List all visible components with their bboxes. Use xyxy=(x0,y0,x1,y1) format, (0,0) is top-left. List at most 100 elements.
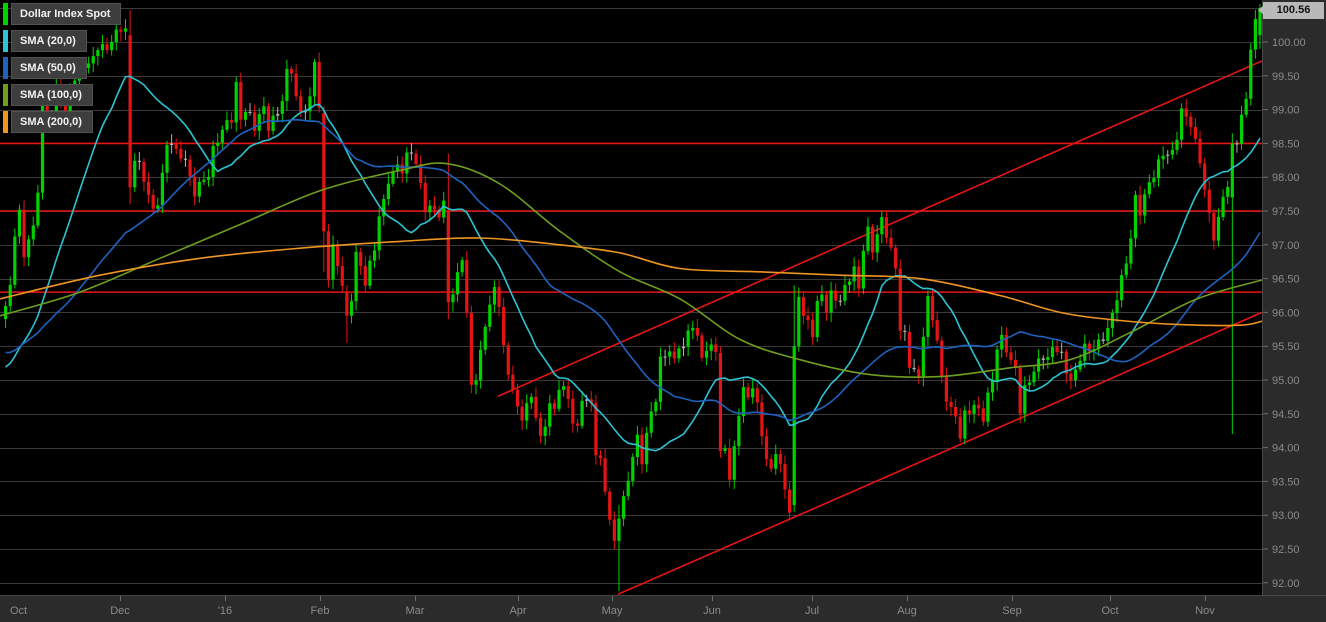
candle-body xyxy=(778,454,782,464)
legend-item-overlay-sma-50[interactable]: SMA (50,0) xyxy=(3,57,121,79)
candle-body xyxy=(815,301,819,338)
sma-200-line xyxy=(0,237,1263,327)
candle-body xyxy=(469,312,473,385)
candle-body xyxy=(921,336,925,378)
candle-body xyxy=(1258,8,1262,36)
price-axis[interactable]: 100.00 99.50 99.00 98.50 98.00 97.50 97.00 96.5… xyxy=(1263,37,1306,590)
time-axis[interactable]: Oct Dec '16 Feb Mar Apr May Jun Jul Aug Sep Oct Nov xyxy=(10,596,1215,617)
legend-item-overlay-sma-20[interactable]: SMA (20,0) xyxy=(3,30,121,52)
candle-body xyxy=(22,209,26,258)
legend-color-bar xyxy=(3,3,8,25)
candle-body xyxy=(372,250,377,261)
candle-body xyxy=(96,50,100,57)
candle-body xyxy=(718,352,723,451)
trend-channel-lines[interactable] xyxy=(497,60,1263,596)
candle-body xyxy=(520,406,524,421)
candle-body xyxy=(672,351,676,359)
candle-body xyxy=(1106,327,1110,341)
candle-body xyxy=(977,404,981,409)
support-resistance-lines[interactable] xyxy=(0,142,1262,293)
legend-item-overlay-sma-200[interactable]: SMA (200,0) xyxy=(3,111,121,133)
candle-body xyxy=(958,416,962,439)
candle-body xyxy=(806,315,810,321)
candle-body xyxy=(1156,159,1161,179)
candle-body xyxy=(612,519,616,541)
candle-body xyxy=(917,369,921,378)
candle-body xyxy=(382,199,386,217)
candle-body xyxy=(580,400,584,426)
price-tick-label: 97.00 xyxy=(1272,240,1300,252)
candle-body xyxy=(248,111,252,113)
candle-body xyxy=(801,296,806,316)
candle-body xyxy=(741,387,746,417)
candle-body xyxy=(363,266,367,286)
candle-body xyxy=(465,260,469,313)
candle-body xyxy=(898,268,902,331)
candle-body xyxy=(442,200,446,218)
candle-body xyxy=(197,181,201,197)
candle-body xyxy=(1216,217,1221,241)
candle-body xyxy=(479,349,483,381)
candle-body xyxy=(1249,49,1253,99)
candle-body xyxy=(783,463,787,490)
legend-item-label: SMA (20,0) xyxy=(11,30,87,52)
candle-body xyxy=(483,326,487,350)
month-label: Sep xyxy=(1002,605,1022,617)
candle-body xyxy=(543,426,547,436)
month-label: Aug xyxy=(897,605,917,617)
candle-body xyxy=(266,106,271,131)
sma-20-line xyxy=(5,75,1261,452)
candle-body xyxy=(548,403,552,427)
candle-body xyxy=(395,164,400,172)
candle-body xyxy=(1203,163,1207,190)
candle-body xyxy=(262,106,266,115)
candle-body xyxy=(409,152,414,154)
candle-body xyxy=(737,416,741,447)
candle-body xyxy=(368,260,372,286)
candle-body xyxy=(220,129,224,143)
candle-body xyxy=(511,374,515,390)
candle-body xyxy=(861,250,865,289)
candle-body xyxy=(732,446,736,480)
candle-body xyxy=(792,346,796,506)
candle-body xyxy=(354,251,358,302)
month-label: Dec xyxy=(110,605,130,617)
candle-body xyxy=(1161,155,1165,160)
candle-body xyxy=(474,380,478,385)
price-tick-label: 94.50 xyxy=(1272,409,1300,421)
candle-body xyxy=(884,217,889,238)
candlestick-series[interactable] xyxy=(4,4,1262,591)
candle-body xyxy=(562,386,566,390)
price-tick-label: 98.50 xyxy=(1272,138,1300,150)
candle-body xyxy=(13,236,17,285)
candle-body xyxy=(829,290,833,313)
legend-item-series-dollar-index-spot[interactable]: Dollar Index Spot xyxy=(3,3,122,25)
candle-body xyxy=(165,145,169,173)
candle-body xyxy=(317,61,321,108)
candle-body xyxy=(146,181,151,195)
candle-body xyxy=(1207,189,1211,213)
candle-body xyxy=(119,29,123,32)
candle-body xyxy=(225,120,229,130)
candle-body xyxy=(700,335,704,358)
trend-line xyxy=(617,311,1263,596)
candle-body xyxy=(1138,194,1142,216)
price-tick-label: 94.00 xyxy=(1272,443,1300,455)
candle-body xyxy=(870,226,875,253)
legend-color-bar xyxy=(3,111,8,133)
candle-body xyxy=(1179,108,1184,140)
candle-body xyxy=(326,231,331,280)
candle-body xyxy=(926,295,930,337)
month-label: May xyxy=(602,605,623,617)
candle-body xyxy=(234,82,238,123)
candle-body xyxy=(935,320,939,341)
candle-body xyxy=(769,459,773,469)
candle-body xyxy=(271,115,275,131)
legend-item-overlay-sma-100[interactable]: SMA (100,0) xyxy=(3,84,121,106)
price-tick-label: 95.50 xyxy=(1272,341,1300,353)
candle-body xyxy=(631,456,635,481)
candle-body xyxy=(123,28,128,32)
candle-body xyxy=(760,402,764,437)
candle-body xyxy=(488,304,492,327)
